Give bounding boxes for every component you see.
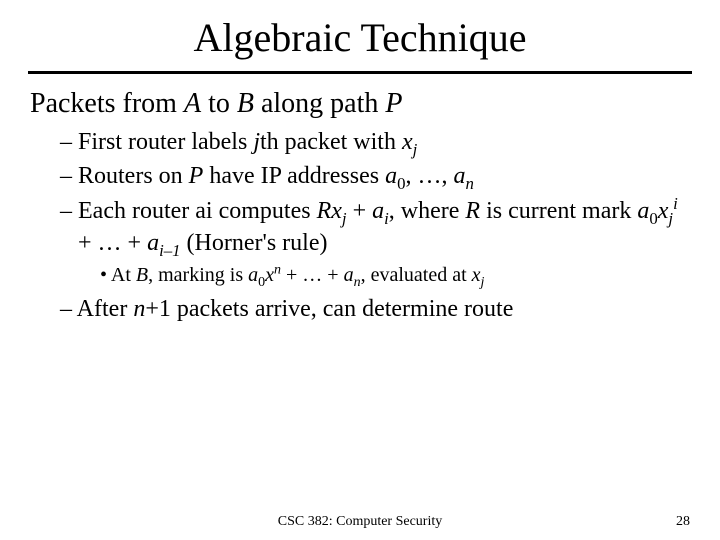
b3-a0: a (637, 198, 649, 224)
footer-course: CSC 382: Computer Security (0, 514, 720, 530)
b2-mid1: have IP addresses (203, 163, 385, 189)
b4-mid2: + … + (281, 264, 344, 286)
lead-mid2: along path (254, 88, 385, 119)
lead-B: B (237, 88, 254, 119)
b2-a2: a (453, 163, 465, 189)
b1-mid1: th packet with (260, 129, 402, 155)
b4-a0: a (248, 264, 258, 286)
b2-subn: n (465, 174, 473, 193)
bullet-3: – Each router ai computes Rxj + ai, wher… (60, 195, 686, 260)
bullet-4: • At B, marking is a0xn + … + an, evalua… (100, 264, 686, 287)
lead-line: Packets from A to B along path P (30, 88, 720, 120)
bullet-list-2: • At B, marking is a0xn + … + an, evalua… (100, 264, 686, 287)
b5-n: n (133, 296, 145, 322)
bullet-5: – After n+1 packets arrive, can determin… (60, 293, 686, 325)
b3-sub0: 0 (649, 209, 657, 228)
b2-mid2: , …, (405, 163, 453, 189)
bullet-2: – Routers on P have IP addresses a0, …, … (60, 160, 686, 192)
slide: Algebraic Technique Packets from A to B … (0, 0, 720, 540)
b1-j: j (253, 129, 260, 155)
b1-pre: – First router labels (60, 129, 253, 155)
lead-P: P (385, 88, 402, 119)
b4-pre: • At (100, 264, 136, 286)
b4-subj: j (481, 275, 485, 290)
b5-tail: +1 packets arrive, can determine route (145, 296, 513, 322)
b4-subn: n (354, 275, 361, 290)
b3-tail: (Horner's rule) (181, 230, 328, 256)
b5-pre: – After (60, 296, 133, 322)
b3-Rx: Rx (317, 198, 342, 224)
b3-x: x (658, 198, 669, 224)
b3-mid2: , where (389, 198, 466, 224)
b3-supi: i (673, 194, 678, 213)
b1-x: x (402, 129, 413, 155)
lead-mid1: to (201, 88, 237, 119)
b4-x: x (265, 264, 274, 286)
b2-pre: – Routers on (60, 163, 189, 189)
lead-pre: Packets from (30, 88, 184, 119)
b3-mid1: + (347, 198, 373, 224)
b1-sub: j (413, 140, 418, 159)
b4-x2: x (472, 264, 481, 286)
b3-subi1: i–1 (159, 241, 180, 260)
bullet-list-3: – After n+1 packets arrive, can determin… (60, 293, 686, 325)
b3-a: a (372, 198, 384, 224)
b4-supn: n (274, 262, 281, 277)
b2-a: a (385, 163, 397, 189)
b4-mid1: , marking is (148, 264, 248, 286)
title-rule (28, 71, 692, 74)
bullet-1: – First router labels jth packet with xj (60, 126, 686, 158)
b3-mid3: is current mark (480, 198, 637, 224)
b4-mid3: , evaluated at (361, 264, 472, 286)
b3-pre: – Each router ai computes (60, 198, 317, 224)
b4-an: a (344, 264, 354, 286)
slide-title: Algebraic Technique (0, 0, 720, 61)
b4-B: B (136, 264, 148, 286)
b3-mid4: + … + (78, 230, 147, 256)
footer-page-number: 28 (676, 514, 690, 530)
lead-A: A (184, 88, 201, 119)
bullet-list-1: – First router labels jth packet with xj… (60, 126, 686, 260)
b3-a1: a (147, 230, 159, 256)
b2-P: P (189, 163, 204, 189)
b3-R: R (465, 198, 480, 224)
